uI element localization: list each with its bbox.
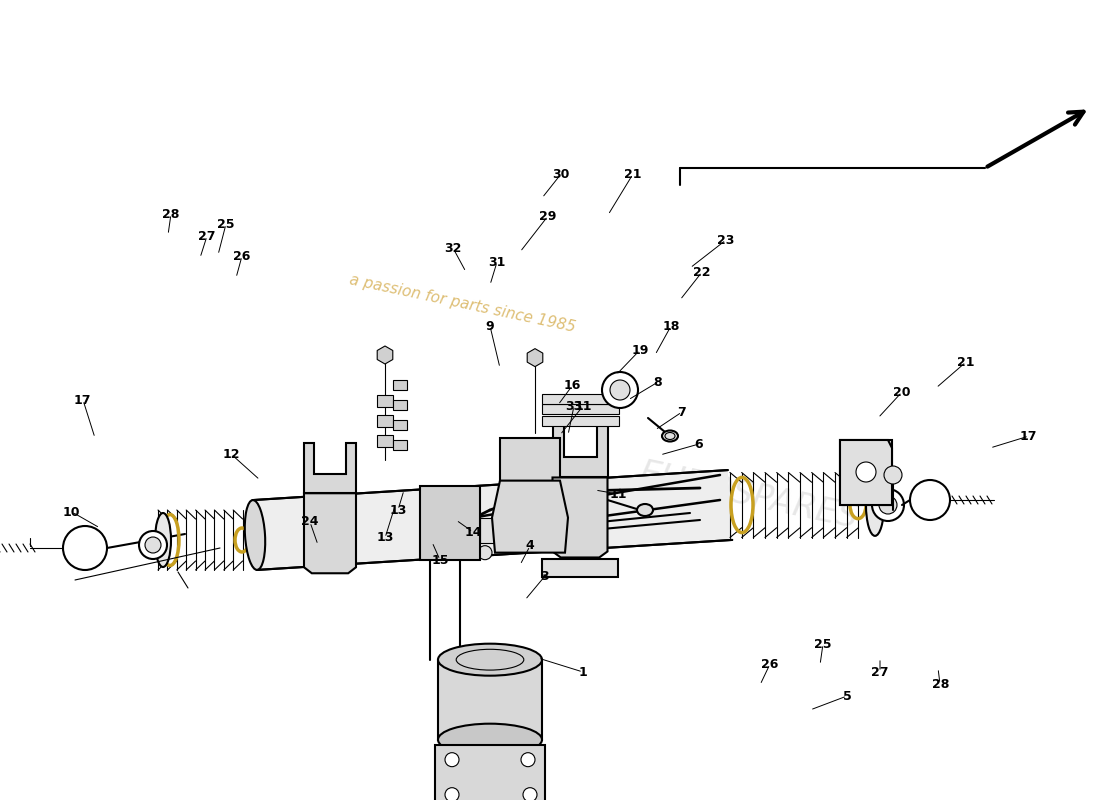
Text: 1: 1 xyxy=(579,666,587,678)
Circle shape xyxy=(446,788,459,800)
Text: 33: 33 xyxy=(565,400,583,413)
Text: 27: 27 xyxy=(198,230,216,242)
Polygon shape xyxy=(377,415,393,427)
Polygon shape xyxy=(434,745,544,800)
Text: 17: 17 xyxy=(74,394,91,406)
Text: 5: 5 xyxy=(843,690,851,702)
Text: 21: 21 xyxy=(957,356,975,369)
Circle shape xyxy=(884,466,902,484)
Text: 23: 23 xyxy=(717,234,735,246)
Ellipse shape xyxy=(438,724,542,756)
Text: 19: 19 xyxy=(631,344,649,357)
Polygon shape xyxy=(304,443,356,494)
Text: 16: 16 xyxy=(563,379,581,392)
Circle shape xyxy=(879,496,896,514)
Text: 17: 17 xyxy=(1020,430,1037,442)
Ellipse shape xyxy=(155,513,170,567)
Ellipse shape xyxy=(561,526,579,540)
Ellipse shape xyxy=(866,474,884,536)
Text: 25: 25 xyxy=(814,638,832,650)
Text: 9: 9 xyxy=(485,320,494,333)
Text: 21: 21 xyxy=(624,168,641,181)
Polygon shape xyxy=(377,395,393,407)
Text: 13: 13 xyxy=(376,531,394,544)
Text: 6: 6 xyxy=(694,438,703,450)
Polygon shape xyxy=(552,478,607,558)
Text: 11: 11 xyxy=(574,400,592,413)
Text: 18: 18 xyxy=(662,320,680,333)
Circle shape xyxy=(522,788,537,800)
Text: 10: 10 xyxy=(63,506,80,518)
Circle shape xyxy=(521,753,535,766)
Text: 13: 13 xyxy=(389,504,407,517)
Circle shape xyxy=(446,753,459,766)
Text: 15: 15 xyxy=(431,554,449,566)
Text: 32: 32 xyxy=(444,242,462,254)
Text: 31: 31 xyxy=(488,256,506,269)
Polygon shape xyxy=(541,405,618,414)
Polygon shape xyxy=(377,435,393,447)
Polygon shape xyxy=(393,380,407,390)
Circle shape xyxy=(145,537,161,553)
Text: 26: 26 xyxy=(761,658,779,670)
Polygon shape xyxy=(438,660,542,740)
Circle shape xyxy=(63,526,107,570)
Text: 27: 27 xyxy=(871,666,889,678)
Text: 29: 29 xyxy=(539,210,557,222)
Text: 3: 3 xyxy=(540,570,549,582)
Text: 7: 7 xyxy=(678,406,686,418)
Polygon shape xyxy=(492,481,568,553)
Ellipse shape xyxy=(438,644,542,676)
Polygon shape xyxy=(393,400,407,410)
Ellipse shape xyxy=(637,504,653,516)
Polygon shape xyxy=(420,486,480,560)
Polygon shape xyxy=(541,417,618,426)
Circle shape xyxy=(610,380,630,400)
Text: 20: 20 xyxy=(893,386,911,398)
Polygon shape xyxy=(552,425,607,478)
Text: 22: 22 xyxy=(693,266,711,278)
Polygon shape xyxy=(541,394,618,405)
Circle shape xyxy=(602,372,638,408)
Text: 30: 30 xyxy=(552,168,570,181)
Polygon shape xyxy=(393,420,407,430)
Polygon shape xyxy=(377,346,393,364)
Polygon shape xyxy=(253,470,733,570)
Text: 14: 14 xyxy=(464,526,482,538)
Circle shape xyxy=(910,480,950,520)
Polygon shape xyxy=(393,440,407,450)
Text: 24: 24 xyxy=(301,515,319,528)
Polygon shape xyxy=(480,518,520,542)
Text: 28: 28 xyxy=(162,208,179,221)
Circle shape xyxy=(872,489,904,521)
Circle shape xyxy=(139,531,167,559)
Text: 28: 28 xyxy=(932,678,949,690)
Text: 4: 4 xyxy=(526,539,535,552)
Circle shape xyxy=(478,546,492,560)
Text: EUROSPARES: EUROSPARES xyxy=(636,457,860,535)
Ellipse shape xyxy=(245,500,265,570)
Polygon shape xyxy=(840,440,892,505)
Polygon shape xyxy=(542,559,618,578)
Text: 8: 8 xyxy=(653,376,662,389)
Text: 25: 25 xyxy=(217,218,234,230)
Polygon shape xyxy=(840,440,892,505)
Text: 26: 26 xyxy=(233,250,251,262)
Circle shape xyxy=(856,462,876,482)
Polygon shape xyxy=(527,349,542,366)
Text: 12: 12 xyxy=(222,448,240,461)
Text: a passion for parts since 1985: a passion for parts since 1985 xyxy=(348,273,576,335)
Polygon shape xyxy=(500,438,560,481)
Polygon shape xyxy=(304,494,356,574)
Ellipse shape xyxy=(662,430,678,442)
Text: 11: 11 xyxy=(609,488,627,501)
